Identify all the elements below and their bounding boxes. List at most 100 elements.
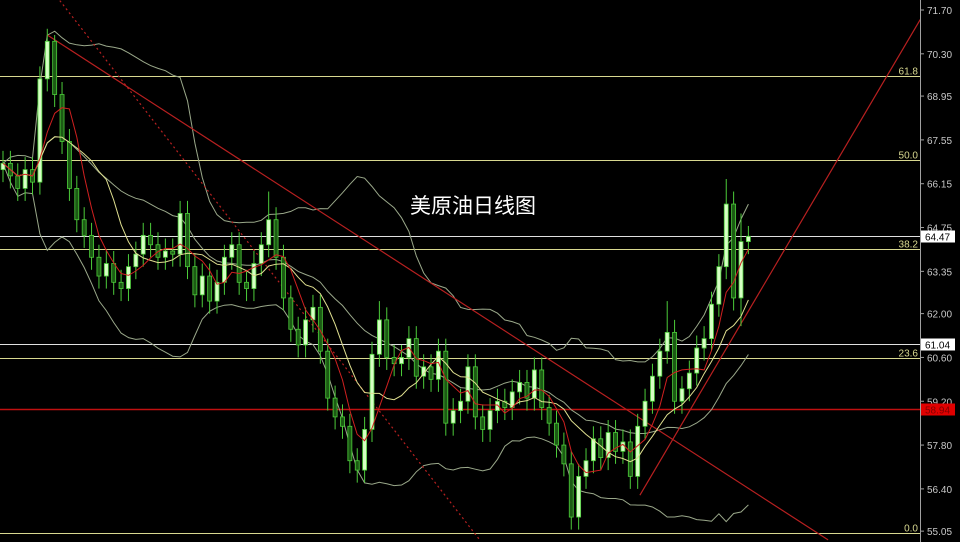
candle	[723, 179, 729, 280]
candle-body	[583, 460, 589, 477]
y-tick-label: 55.05	[927, 527, 952, 538]
candle-body	[650, 375, 655, 402]
candles	[0, 28, 751, 530]
candle-body	[723, 203, 729, 268]
candle-body	[347, 425, 353, 462]
candle-body	[221, 256, 227, 283]
candle	[347, 413, 353, 474]
candle-body	[244, 281, 249, 289]
candle	[303, 307, 308, 358]
candle-body	[679, 388, 685, 402]
candle-body	[199, 275, 205, 296]
candle-body	[709, 303, 714, 340]
candle	[738, 213, 744, 327]
candle	[679, 376, 685, 414]
candle	[325, 338, 331, 411]
candle-body	[103, 263, 109, 277]
candle	[310, 294, 316, 333]
y-tick-label: 70.30	[927, 50, 952, 61]
candle-body	[354, 460, 360, 471]
candle	[369, 341, 375, 442]
candle-body	[52, 40, 58, 95]
candle-body	[332, 397, 338, 418]
candle	[465, 354, 471, 414]
candle	[716, 254, 722, 317]
candle	[133, 241, 139, 280]
candle-body	[413, 338, 419, 377]
candle-body	[531, 369, 537, 399]
candle-body	[472, 366, 478, 418]
candle	[44, 28, 50, 92]
y-tick-label: 56.40	[927, 485, 952, 496]
candle	[170, 238, 176, 267]
candle	[288, 285, 294, 342]
candle	[686, 360, 692, 402]
candle	[650, 363, 655, 414]
candle-body	[450, 410, 456, 424]
candle	[391, 344, 397, 377]
candle-body	[598, 438, 604, 458]
candle-body	[561, 444, 567, 465]
horizontal-levels: 61.8 50.0 38.2 23.6 0.0	[0, 67, 920, 535]
candle-body	[701, 338, 707, 349]
fib-level-label: 38.2	[899, 240, 919, 251]
trendline	[59, 0, 481, 541]
candle-body	[487, 410, 493, 430]
candle	[295, 316, 301, 358]
y-tick-label: 66.15	[927, 180, 952, 191]
y-tick-label: 71.70	[927, 6, 952, 17]
candle	[731, 191, 737, 311]
candle-body	[694, 347, 700, 374]
candle	[605, 420, 611, 471]
candle	[531, 357, 537, 411]
bollinger-bands	[2, 30, 749, 523]
candle	[502, 388, 508, 421]
moving-averages	[2, 107, 749, 474]
candle-body	[185, 213, 190, 268]
candle	[664, 301, 670, 364]
price-level-box	[921, 403, 955, 416]
candle-body	[458, 400, 463, 412]
candle-body	[258, 244, 264, 264]
candle	[450, 398, 456, 436]
candle-body	[576, 475, 582, 518]
candle	[443, 338, 449, 436]
candle-body	[613, 432, 618, 452]
candle-body	[74, 188, 80, 221]
candle	[694, 335, 700, 386]
fib-level-label: 23.6	[899, 349, 919, 360]
candle	[701, 326, 707, 361]
candle	[362, 416, 368, 483]
candle-body	[362, 429, 368, 471]
candle-body	[266, 219, 272, 246]
y-tick-label: 57.80	[927, 441, 952, 452]
candle-body	[126, 266, 131, 289]
candle-body	[428, 366, 434, 380]
candle-body	[517, 382, 522, 393]
candle-body	[495, 400, 500, 412]
candle-body	[67, 141, 72, 189]
candle	[126, 254, 131, 302]
candle-body	[15, 175, 21, 189]
candle	[192, 254, 198, 308]
candle-body	[605, 432, 611, 458]
bollinger-lower-band	[2, 163, 749, 523]
candle-body	[436, 350, 441, 380]
candle	[52, 35, 58, 108]
candle-body	[443, 350, 449, 424]
candle	[642, 388, 648, 439]
candle-body	[539, 369, 545, 408]
candle	[118, 269, 124, 302]
trendlines	[46, 0, 921, 541]
candle	[672, 319, 677, 414]
candle-body	[642, 400, 648, 427]
candle	[458, 388, 463, 424]
y-tick-label: 64.75	[927, 224, 952, 235]
trendline	[46, 34, 829, 541]
candle	[258, 232, 264, 277]
candle	[576, 463, 582, 530]
candle	[598, 426, 604, 471]
fib-level-label: 61.8	[899, 67, 919, 78]
candle	[524, 369, 530, 411]
price-level-label: 58.94	[925, 406, 950, 417]
